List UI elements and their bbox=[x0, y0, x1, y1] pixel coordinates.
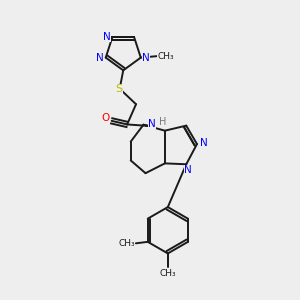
Text: N: N bbox=[142, 52, 150, 63]
Text: CH₃: CH₃ bbox=[118, 239, 135, 248]
Text: CH₃: CH₃ bbox=[157, 52, 174, 61]
Text: N: N bbox=[200, 138, 207, 148]
Text: N: N bbox=[148, 119, 156, 129]
Text: H: H bbox=[159, 117, 166, 128]
Text: N: N bbox=[97, 52, 104, 63]
Text: S: S bbox=[116, 84, 123, 94]
Text: O: O bbox=[102, 113, 110, 124]
Text: N: N bbox=[184, 165, 192, 175]
Text: CH₃: CH₃ bbox=[160, 269, 176, 278]
Text: N: N bbox=[103, 32, 111, 42]
